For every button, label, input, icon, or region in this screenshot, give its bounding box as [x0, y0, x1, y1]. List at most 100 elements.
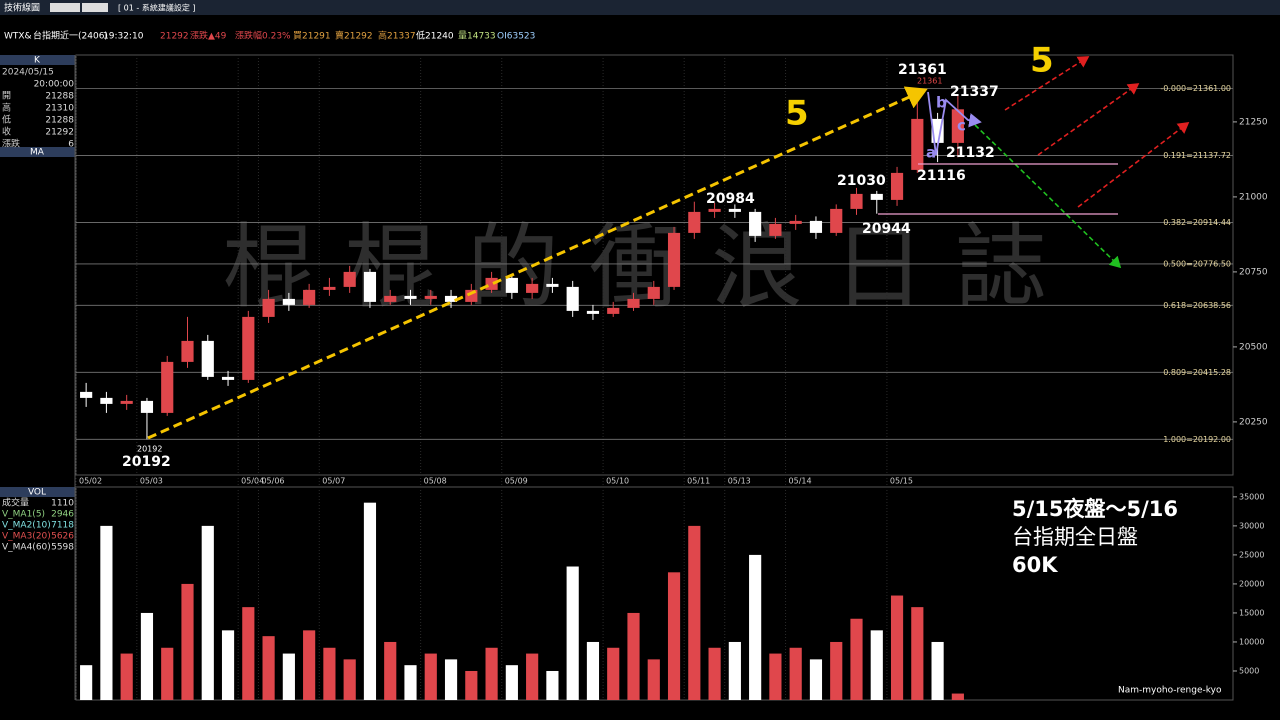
candle-body	[485, 277, 498, 290]
annotation: 5	[785, 94, 809, 134]
volume-bar	[627, 612, 640, 700]
x-tick-label: 05/08	[424, 477, 447, 486]
change: 漲跌▲49	[190, 31, 227, 42]
x-tick-label: 05/14	[789, 477, 812, 486]
candle-body	[100, 397, 113, 404]
ma-header: MA	[30, 148, 45, 158]
change-pct: 漲跌幅0.23%	[235, 30, 291, 42]
volume-bar	[282, 653, 295, 700]
x-tick-label: 05/11	[687, 477, 710, 486]
volume-bar	[161, 647, 174, 700]
y-tick-label: 21250	[1239, 117, 1268, 127]
candle-body	[161, 361, 174, 413]
candle-body	[444, 295, 458, 302]
vol-label: V_MA1(5)	[2, 510, 45, 520]
interval-dropdown[interactable]	[82, 3, 108, 12]
open-interest: OI63523	[497, 32, 535, 42]
fib-label: -0.000=21361.00	[1160, 84, 1231, 93]
y-tick-label: 35000	[1239, 492, 1264, 501]
y-tick-label: 20500	[1239, 342, 1268, 352]
field-label: 收	[2, 126, 11, 138]
volume-bar	[870, 630, 883, 700]
y-tick-label: 20000	[1239, 579, 1264, 588]
annotation: 20192	[137, 445, 162, 454]
candle-body	[850, 193, 863, 209]
annotation: 21337	[950, 84, 999, 100]
field-value: 21292	[45, 128, 74, 138]
ask: 賣21292	[335, 30, 373, 42]
volume-bar	[789, 647, 802, 700]
candle-body	[890, 172, 904, 200]
volume-bar	[769, 653, 782, 700]
annotation: 20944	[862, 221, 911, 237]
setting-label[interactable]: [ 01 - 系統建議設定 ]	[118, 3, 195, 13]
vol-header-bg	[0, 487, 75, 497]
annotation: 21132	[946, 145, 995, 161]
candle-body	[870, 193, 883, 200]
candle-body	[647, 286, 660, 299]
fib-label: 0.191=21137.72	[1163, 151, 1231, 160]
candle-body	[586, 310, 600, 314]
volume-bar	[505, 665, 518, 700]
field-value: 21288	[45, 116, 74, 126]
annotation: 21116	[917, 168, 966, 184]
annotation: 5	[1030, 41, 1054, 81]
field-label: 開	[2, 91, 11, 102]
x-tick-label: 05/15	[890, 477, 913, 486]
y-tick-label: 20250	[1239, 417, 1268, 427]
field-label: 低	[2, 114, 11, 126]
field-label: 漲跌	[2, 139, 20, 150]
volume-bar	[667, 572, 681, 700]
vol-header: VOL	[28, 488, 46, 498]
volume-bar	[201, 525, 214, 700]
volume-bar	[850, 618, 863, 700]
field-value: 6	[68, 140, 74, 150]
vol-value: 7118	[51, 521, 74, 531]
volume-bar	[120, 653, 133, 700]
bar-time: 20:00:00	[34, 80, 75, 90]
fib-label: 1.000=20192.00	[1163, 435, 1231, 444]
high: 高21337	[378, 30, 416, 42]
vol-value: 5626	[51, 532, 74, 542]
volume-bar	[749, 554, 762, 700]
candle-body	[667, 232, 681, 287]
candle-body	[201, 340, 214, 377]
fib-label: 0.809=20415.28	[1163, 368, 1231, 377]
candle-body	[242, 316, 255, 380]
vol-value: 5598	[51, 543, 74, 553]
y-tick-label: 10000	[1239, 637, 1264, 646]
candle-body	[627, 298, 640, 308]
candle-body	[221, 376, 235, 380]
y-tick-label: 25000	[1239, 550, 1264, 559]
volume-bar	[526, 653, 539, 700]
bull-arrow	[1077, 122, 1190, 208]
last-price: 21292	[160, 32, 189, 42]
x-tick-label: 05/04	[241, 477, 264, 486]
y-tick-label: 21000	[1239, 192, 1268, 202]
k-header-bg	[0, 55, 75, 65]
fib-label: 0.618=20638.56	[1163, 301, 1231, 310]
x-tick-label: 05/02	[79, 477, 102, 486]
bar-date: 2024/05/15	[2, 68, 54, 78]
field-value: 21288	[45, 92, 74, 102]
volume-bar	[830, 641, 843, 700]
fib-label: 0.500=20776.50	[1163, 259, 1231, 268]
annotation: 20192	[122, 454, 171, 470]
y-tick-label: 15000	[1239, 608, 1264, 617]
bull-arrow	[1037, 83, 1140, 156]
annotation: a	[926, 144, 936, 162]
candle-body	[384, 295, 397, 302]
period-dropdown[interactable]	[50, 3, 80, 12]
candle-body	[323, 286, 336, 290]
candle-body	[789, 220, 802, 224]
annotation: 21361	[898, 62, 947, 78]
candle-body	[80, 391, 93, 398]
k-header: K	[34, 56, 41, 66]
volume-bar	[80, 665, 93, 700]
vol-label: V_MA3(20)	[2, 532, 51, 542]
annotation: 21030	[837, 173, 886, 189]
volume-bar	[424, 653, 437, 700]
ma-header-bg	[0, 147, 75, 157]
